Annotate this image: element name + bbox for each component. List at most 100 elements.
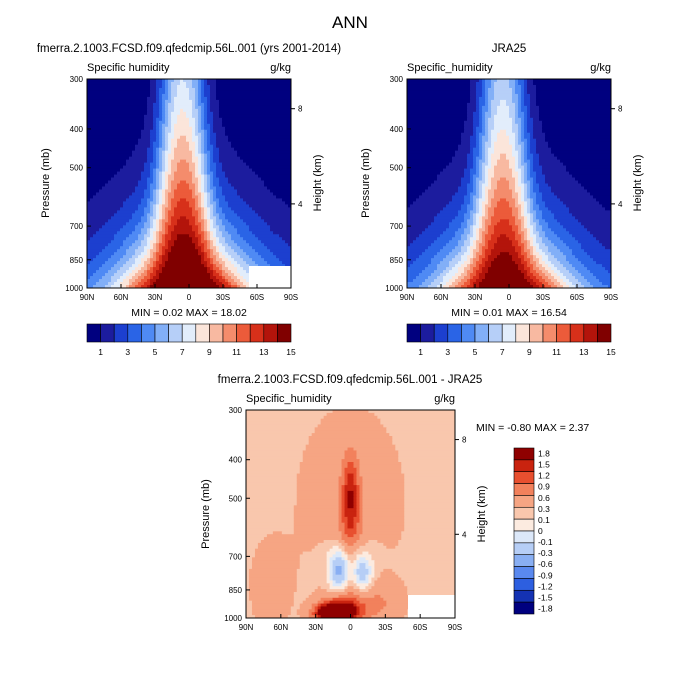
contour-cell: [201, 132, 205, 137]
contour-cell: [174, 189, 193, 194]
contour-cell: [338, 488, 343, 492]
contour-cell: [470, 195, 474, 200]
contour-cell: [156, 216, 160, 220]
contour-cell: [159, 240, 163, 244]
contour-cell: [521, 210, 525, 214]
contour-cell: [126, 159, 148, 164]
contour-cell: [557, 273, 564, 277]
contour-cell: [497, 108, 510, 113]
colorbar-swatch: [597, 323, 612, 343]
contour-cell: [162, 129, 166, 134]
contour-cell: [264, 183, 291, 188]
contour-cell: [180, 108, 184, 113]
contour-cell: [407, 216, 435, 220]
contour-cell: [153, 255, 157, 259]
contour-cell: [521, 108, 528, 113]
contour-cell: [192, 240, 199, 244]
contour-cell: [129, 282, 133, 286]
contour-cell: [353, 580, 358, 584]
contour-cell: [213, 126, 226, 131]
contour-cell: [162, 198, 166, 203]
contour-cell: [509, 159, 516, 164]
contour-cell: [144, 162, 151, 167]
contour-cell: [491, 222, 498, 226]
contour-cell: [302, 456, 346, 460]
contour-cell: [539, 261, 546, 265]
contour-cell: [497, 201, 510, 205]
contour-cell: [584, 225, 611, 229]
contour-cell: [527, 114, 531, 119]
contour-cell: [198, 156, 202, 161]
contour-cell: [404, 580, 455, 584]
contour-cell: [545, 219, 558, 223]
contour-cell: [527, 207, 531, 211]
contour-cell: [90, 198, 127, 203]
contour-cell: [539, 186, 552, 191]
contour-cell: [87, 285, 94, 288]
contour-cell: [186, 111, 193, 116]
contour-cell: [251, 603, 295, 608]
contour-cell: [186, 114, 193, 119]
contour-cell: [288, 204, 291, 208]
contour-cell: [246, 525, 295, 530]
contour-cell: [240, 234, 256, 238]
contour-cell: [470, 273, 477, 277]
contour-cell: [356, 566, 361, 570]
contour-cell: [114, 264, 124, 268]
contour-cell: [225, 276, 232, 280]
contour-cell: [419, 234, 441, 238]
contour-cell: [225, 264, 235, 268]
contour-cell: [530, 231, 534, 235]
contour-cell: [299, 557, 328, 561]
contour-cell: [542, 255, 549, 259]
contour-cell: [141, 171, 151, 176]
contour-cell: [548, 270, 555, 274]
contour-cell: [195, 231, 199, 235]
contour-cell: [398, 574, 455, 579]
contour-cell: [383, 606, 411, 610]
contour-cell: [515, 111, 519, 116]
contour-cell: [509, 79, 516, 83]
contour-cell: [228, 258, 235, 262]
contour-cell: [228, 219, 244, 223]
contour-cell: [341, 566, 346, 570]
contour-cell: [105, 273, 115, 277]
contour-cell: [533, 153, 540, 158]
contour-cell: [569, 231, 591, 235]
contour-cell: [132, 153, 148, 158]
contour-cell: [407, 138, 462, 143]
contour-cell: [225, 174, 259, 179]
contour-cell: [207, 189, 214, 194]
colorbar-swatch: [209, 323, 224, 343]
contour-cell: [479, 183, 483, 188]
colorbar-swatch: [513, 495, 535, 508]
contour-cell: [213, 249, 217, 253]
contour-cell: [135, 252, 142, 256]
contour-cell: [521, 126, 525, 131]
contour-cell: [293, 594, 310, 599]
contour-cell: [207, 102, 211, 107]
contour-cell: [488, 189, 495, 194]
contour-cell: [476, 237, 480, 241]
contour-cell: [296, 502, 340, 506]
contour-cell: [246, 574, 250, 579]
contour-cell: [560, 237, 576, 241]
contour-cell: [192, 126, 196, 131]
contour-cell: [524, 123, 528, 128]
contour-cell: [162, 228, 166, 232]
contour-cell: [551, 228, 567, 232]
contour-cell: [159, 162, 163, 167]
contour-cell: [213, 273, 220, 277]
contour-cell: [467, 249, 471, 253]
contour-cell: [368, 583, 375, 587]
contour-cell: [207, 165, 211, 170]
contour-cell: [102, 186, 136, 191]
contour-cell: [461, 237, 468, 241]
contour-cell: [210, 153, 214, 158]
contour-cell: [150, 79, 157, 83]
contour-cell: [299, 603, 313, 608]
contour-cell: [153, 174, 157, 179]
contour-cell: [162, 105, 166, 110]
contour-cell: [207, 174, 211, 179]
